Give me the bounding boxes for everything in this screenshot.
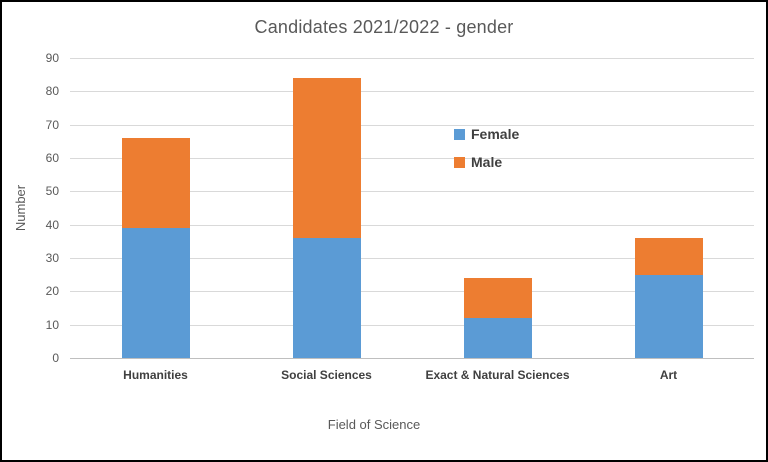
bar-segment-male-humanities [121, 138, 190, 228]
y-tick-label-40: 40 [45, 217, 59, 232]
x-category-label-humanities: Humanities [123, 368, 188, 382]
legend-swatch-female [454, 128, 465, 140]
bar-segment-female-art [634, 274, 703, 358]
y-tick-label-60: 60 [45, 151, 59, 165]
legend: Female Male [454, 126, 519, 182]
chart-title: Candidates 2021/2022 - gender [254, 17, 514, 37]
x-axis-title: Field of Science [327, 417, 421, 432]
gridline-30 [70, 258, 754, 259]
gridline-90 [70, 58, 754, 59]
gridline-20 [70, 291, 754, 293]
legend-label-female: Female [471, 126, 520, 142]
legend-item-female: Female [454, 126, 519, 142]
bar-segment-female-humanities [121, 228, 190, 358]
gridline-70 [70, 124, 754, 126]
bar-segment-female-social-sciences [292, 238, 361, 358]
y-axis-title: Number [13, 184, 28, 232]
gridline-40 [70, 224, 754, 226]
y-tick-label-90: 90 [45, 51, 59, 65]
y-tick-label-70: 70 [45, 117, 59, 132]
gridline-60 [70, 158, 754, 159]
y-tick-label-50: 50 [45, 184, 59, 199]
bar-segment-male-exact-natural-sciences [463, 278, 532, 318]
bar-segment-male-social-sciences [292, 78, 361, 238]
y-tick-label-20: 20 [45, 284, 59, 299]
gridline-80 [70, 91, 754, 93]
y-tick-label-30: 30 [45, 251, 59, 265]
gridline-10 [70, 324, 754, 326]
y-tick-label-10: 10 [45, 317, 59, 332]
x-category-label-art: Art [659, 368, 678, 382]
bar-segment-female-exact-natural-sciences [463, 318, 532, 358]
legend-label-male: Male [471, 154, 503, 170]
legend-item-male: Male [454, 154, 519, 170]
x-category-label-social-sciences: Social Sciences [281, 368, 372, 382]
y-tick-label-0: 0 [52, 351, 59, 365]
legend-swatch-male [454, 156, 465, 168]
y-tick-label-80: 80 [45, 84, 59, 99]
x-category-label-exact-natural-sciences: Exact & Natural Sciences [425, 368, 570, 382]
gridline-50 [70, 191, 754, 193]
plot-area [70, 58, 754, 359]
x-axis-line [70, 358, 754, 359]
bar-segment-male-art [634, 238, 703, 275]
